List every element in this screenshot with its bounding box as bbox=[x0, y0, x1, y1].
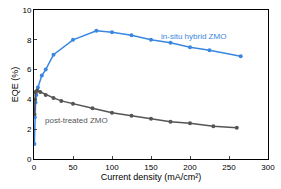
svg-text:100: 100 bbox=[105, 163, 119, 172]
svg-text:10: 10 bbox=[22, 6, 31, 15]
svg-text:Current density (mA/cm²): Current density (mA/cm²) bbox=[101, 172, 202, 182]
svg-text:6: 6 bbox=[27, 65, 32, 74]
svg-text:0: 0 bbox=[32, 163, 37, 172]
svg-text:250: 250 bbox=[222, 163, 236, 172]
svg-text:in-situ hybrid ZMO: in-situ hybrid ZMO bbox=[161, 32, 226, 41]
svg-text:2: 2 bbox=[27, 125, 32, 134]
svg-text:150: 150 bbox=[144, 163, 158, 172]
svg-text:300: 300 bbox=[261, 163, 275, 172]
svg-text:0: 0 bbox=[27, 155, 32, 164]
svg-text:50: 50 bbox=[69, 163, 78, 172]
svg-text:200: 200 bbox=[183, 163, 197, 172]
svg-text:4: 4 bbox=[27, 95, 32, 104]
svg-text:EQE (%): EQE (%) bbox=[10, 67, 20, 103]
svg-text:8: 8 bbox=[27, 36, 32, 45]
svg-text:post-treated ZMO: post-treated ZMO bbox=[45, 116, 108, 125]
